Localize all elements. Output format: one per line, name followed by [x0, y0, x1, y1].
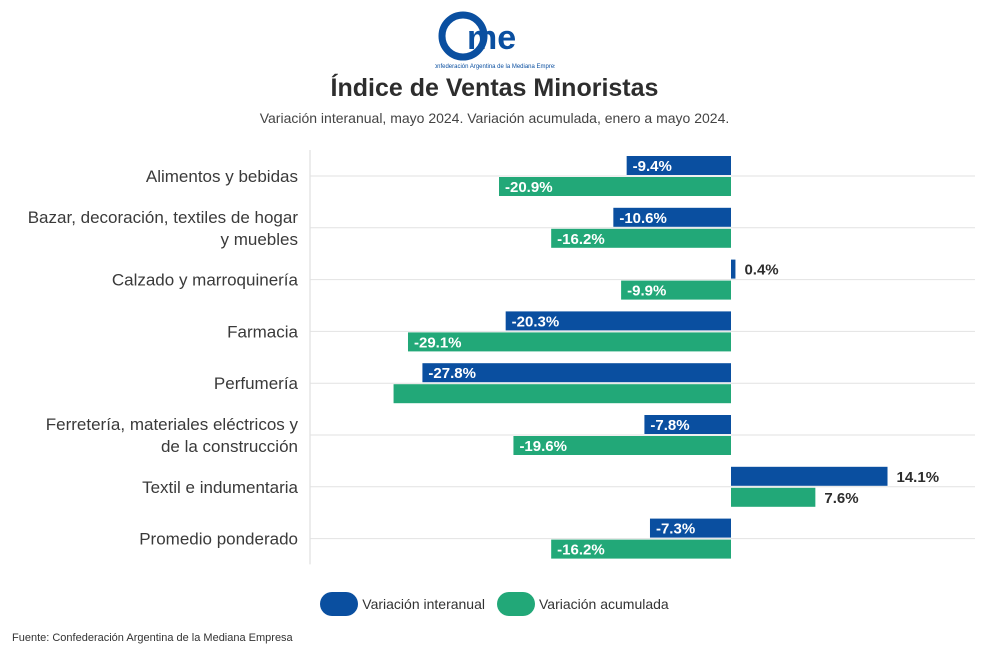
- legend-label-acumulada: Variación acumulada: [539, 596, 669, 612]
- data-label: -20.3%: [512, 313, 560, 330]
- bar-interanual: [422, 363, 731, 383]
- svg-text:Confederación Argentina de la: Confederación Argentina de la Mediana Em…: [435, 64, 555, 70]
- data-label: -20.9%: [505, 179, 553, 196]
- came-logo: me Confederación Argentina de la Mediana…: [0, 8, 989, 72]
- legend-item-acumulada: Variación acumulada: [497, 592, 669, 616]
- legend-item-interanual: Variación interanual: [320, 592, 485, 616]
- data-label: -16.2%: [557, 542, 605, 559]
- bar-acumulada: [513, 436, 731, 455]
- source-note: Fuente: Confederación Argentina de la Me…: [12, 632, 293, 644]
- data-label: -29.1%: [414, 334, 462, 351]
- category-label: Bazar, decoración, textiles de hogar y mu…: [28, 208, 299, 249]
- data-label: 7.6%: [824, 490, 858, 507]
- bar-acumulada: [499, 177, 731, 196]
- data-label: -19.6%: [519, 438, 567, 455]
- bar-acumulada: [393, 384, 731, 404]
- bar-interanual: [613, 207, 731, 227]
- category-label: Perfumería: [214, 374, 299, 393]
- chart-title: Índice de Ventas Minoristas: [330, 74, 659, 102]
- bar-interanual: [505, 311, 731, 331]
- data-label: 0.4%: [744, 262, 778, 279]
- data-label: -7.3%: [656, 521, 695, 538]
- category-label: Alimentos y bebidas: [146, 167, 298, 186]
- data-label: -9.4%: [633, 158, 672, 175]
- legend-label-interanual: Variación interanual: [362, 596, 485, 612]
- data-label: -9.9%: [627, 283, 666, 300]
- category-label: Ferretería, materiales eléctricos y de la…: [46, 415, 299, 456]
- bar-interanual: [731, 466, 888, 486]
- data-label: -27.8%: [428, 365, 476, 382]
- legend-swatch-interanual: [320, 592, 359, 616]
- chart-subtitle: Variación interanual, mayo 2024. Variaci…: [259, 110, 730, 126]
- bar-interanual: [644, 415, 731, 434]
- category-label: Textil e indumentaria: [142, 478, 298, 497]
- bar-acumulada: [621, 280, 731, 300]
- category-label: Calzado y marroquinería: [112, 271, 299, 290]
- bar-acumulada: [551, 228, 731, 248]
- bar-interanual: [626, 156, 731, 175]
- came-logo-mark: me Confederación Argentina de la Mediana…: [435, 11, 555, 70]
- bar-acumulada: [731, 487, 816, 507]
- category-label: Promedio ponderado: [139, 530, 298, 549]
- bar-interanual: [649, 518, 731, 538]
- legend: Variación interanual Variación acumulada: [0, 592, 989, 616]
- svg-text:me: me: [467, 19, 516, 57]
- bar-acumulada: [407, 332, 731, 352]
- data-label: 14.1%: [897, 469, 940, 486]
- data-label: -16.2%: [557, 231, 605, 248]
- bar-acumulada: [551, 539, 731, 559]
- data-label: -7.8%: [650, 417, 689, 434]
- category-label: Farmacia: [227, 322, 298, 341]
- data-label: -10.6%: [619, 210, 667, 227]
- bar-interanual: [731, 259, 736, 279]
- bar-chart: Alimentos y bebidas -9.4% -20.9% Bazar, dec…: [28, 150, 975, 565]
- legend-swatch-acumulada: [497, 592, 535, 616]
